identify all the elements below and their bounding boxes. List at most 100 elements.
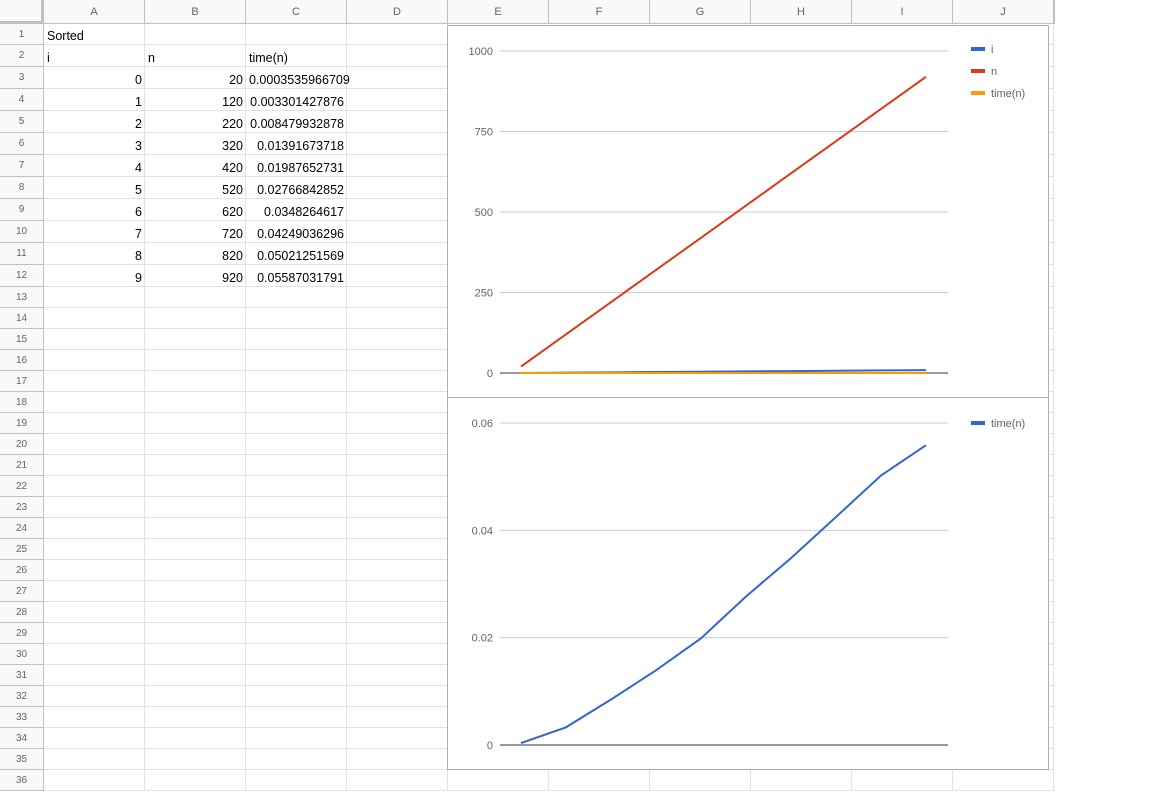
cell-c32[interactable]: [246, 686, 347, 707]
row-header-4[interactable]: 4: [0, 89, 44, 111]
cell-a1[interactable]: [44, 24, 145, 45]
cell-b16[interactable]: [145, 350, 246, 371]
cell-d32[interactable]: [347, 686, 448, 707]
row-header-6[interactable]: 6: [0, 133, 44, 155]
cell-b5[interactable]: [145, 111, 246, 133]
cell-c5[interactable]: [246, 111, 347, 133]
cell-a18[interactable]: [44, 392, 145, 413]
cell-value-c6[interactable]: 0.01391673718: [257, 139, 344, 153]
cell-value-b9[interactable]: 620: [222, 205, 243, 219]
cell-a4[interactable]: [44, 89, 145, 111]
cell-c20[interactable]: [246, 434, 347, 455]
cell-a25[interactable]: [44, 539, 145, 560]
cell-a5[interactable]: [44, 111, 145, 133]
cell-a22[interactable]: [44, 476, 145, 497]
cell-value-b6[interactable]: 320: [222, 139, 243, 153]
cell-d19[interactable]: [347, 413, 448, 434]
cell-value-b11[interactable]: 820: [222, 249, 243, 263]
cell-a21[interactable]: [44, 455, 145, 476]
cell-c27[interactable]: [246, 581, 347, 602]
column-header-f[interactable]: F: [549, 0, 650, 24]
row-header-8[interactable]: 8: [0, 177, 44, 199]
cell-a14[interactable]: [44, 308, 145, 329]
row-header-23[interactable]: 23: [0, 497, 44, 518]
cell-b23[interactable]: [145, 497, 246, 518]
cell-d1[interactable]: [347, 24, 448, 45]
cell-value-b7[interactable]: 420: [222, 161, 243, 175]
cell-d33[interactable]: [347, 707, 448, 728]
cell-d25[interactable]: [347, 539, 448, 560]
cell-value-b4[interactable]: 120: [222, 95, 243, 109]
cell-c9[interactable]: [246, 199, 347, 221]
cell-c4[interactable]: [246, 89, 347, 111]
cell-a10[interactable]: [44, 221, 145, 243]
cell-d34[interactable]: [347, 728, 448, 749]
cell-b12[interactable]: [145, 265, 246, 287]
cell-b19[interactable]: [145, 413, 246, 434]
column-header-d[interactable]: D: [347, 0, 448, 24]
cell-d11[interactable]: [347, 243, 448, 265]
cell-d2[interactable]: [347, 45, 448, 67]
cell-value-a11[interactable]: 8: [135, 249, 142, 263]
column-header-a[interactable]: A: [44, 0, 145, 24]
cell-f36[interactable]: [549, 770, 650, 791]
cell-i36[interactable]: [852, 770, 953, 791]
cell-d16[interactable]: [347, 350, 448, 371]
cell-h36[interactable]: [751, 770, 852, 791]
cell-c25[interactable]: [246, 539, 347, 560]
column-header-b[interactable]: B: [145, 0, 246, 24]
cell-d5[interactable]: [347, 111, 448, 133]
cell-d35[interactable]: [347, 749, 448, 770]
cell-d27[interactable]: [347, 581, 448, 602]
row-header-16[interactable]: 16: [0, 350, 44, 371]
cell-a7[interactable]: [44, 155, 145, 177]
cell-d20[interactable]: [347, 434, 448, 455]
cell-c2[interactable]: [246, 45, 347, 67]
cell-c21[interactable]: [246, 455, 347, 476]
row-header-9[interactable]: 9: [0, 199, 44, 221]
cell-a30[interactable]: [44, 644, 145, 665]
cell-value-c12[interactable]: 0.05587031791: [257, 271, 344, 285]
cell-a34[interactable]: [44, 728, 145, 749]
cell-value-a3[interactable]: 0: [135, 73, 142, 87]
cell-a20[interactable]: [44, 434, 145, 455]
cell-b29[interactable]: [145, 623, 246, 644]
row-header-24[interactable]: 24: [0, 518, 44, 539]
row-header-30[interactable]: 30: [0, 644, 44, 665]
cell-c23[interactable]: [246, 497, 347, 518]
cell-d8[interactable]: [347, 177, 448, 199]
row-header-36[interactable]: 36: [0, 770, 44, 791]
cell-c3[interactable]: [246, 67, 347, 89]
cell-b13[interactable]: [145, 287, 246, 308]
row-header-26[interactable]: 26: [0, 560, 44, 581]
cell-c10[interactable]: [246, 221, 347, 243]
row-header-11[interactable]: 11: [0, 243, 44, 265]
cell-c18[interactable]: [246, 392, 347, 413]
cell-a2[interactable]: [44, 45, 145, 67]
cell-a3[interactable]: [44, 67, 145, 89]
cell-b8[interactable]: [145, 177, 246, 199]
cell-b25[interactable]: [145, 539, 246, 560]
cell-c30[interactable]: [246, 644, 347, 665]
cell-c7[interactable]: [246, 155, 347, 177]
cell-value-a9[interactable]: 6: [135, 205, 142, 219]
cell-c24[interactable]: [246, 518, 347, 539]
cell-b27[interactable]: [145, 581, 246, 602]
row-header-17[interactable]: 17: [0, 371, 44, 392]
cell-a23[interactable]: [44, 497, 145, 518]
cell-value-c10[interactable]: 0.04249036296: [257, 227, 344, 241]
row-header-34[interactable]: 34: [0, 728, 44, 749]
cell-a12[interactable]: [44, 265, 145, 287]
cell-value-a6[interactable]: 3: [135, 139, 142, 153]
cell-a36[interactable]: [44, 770, 145, 791]
cell-c35[interactable]: [246, 749, 347, 770]
cell-b10[interactable]: [145, 221, 246, 243]
cell-a26[interactable]: [44, 560, 145, 581]
cell-value-b2[interactable]: n: [148, 51, 155, 65]
row-header-25[interactable]: 25: [0, 539, 44, 560]
cell-d15[interactable]: [347, 329, 448, 350]
cell-value-a1[interactable]: Sorted: [47, 29, 84, 43]
cell-d24[interactable]: [347, 518, 448, 539]
row-header-15[interactable]: 15: [0, 329, 44, 350]
cell-b34[interactable]: [145, 728, 246, 749]
